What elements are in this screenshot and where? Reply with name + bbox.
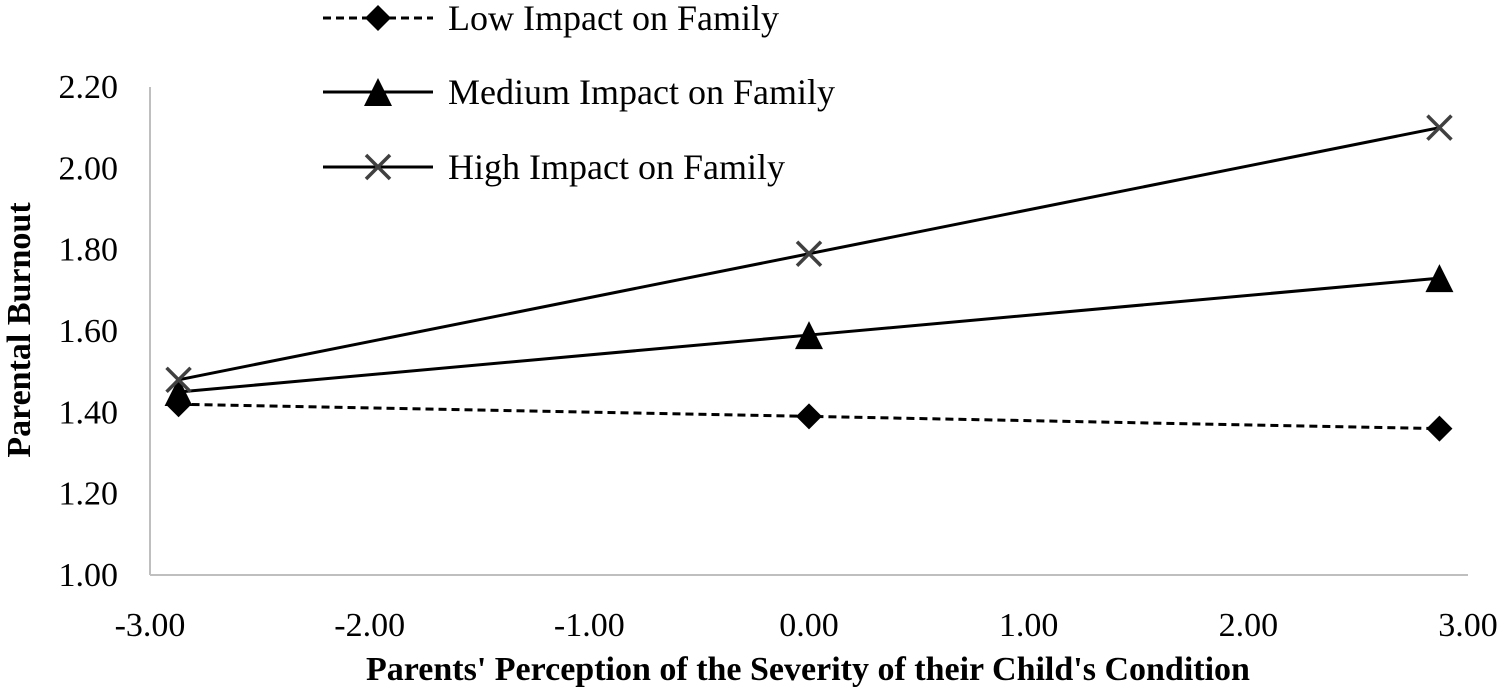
data-point [795,240,823,267]
x-tick-label: -3.00 [115,607,186,644]
data-point [1426,114,1453,141]
series-2 [164,264,1454,406]
series-layer [164,114,1454,442]
x-tick-label: 0.00 [779,607,839,644]
y-tick-label: 1.80 [59,232,119,269]
x-tick-label: 3.00 [1438,607,1498,644]
data-point [1426,415,1453,442]
x-axis-title: Parents' Perception of the Severity of t… [366,651,1250,688]
legend-label: Medium Impact on Family [448,72,835,112]
y-tick-label: 1.40 [59,394,119,431]
x-tick-label: -2.00 [334,607,405,644]
x-tick-label: -1.00 [554,607,625,644]
data-point [795,321,823,350]
data-point [164,378,193,406]
y-tick-label: 1.60 [59,313,119,350]
y-tick-label: 2.00 [59,150,119,187]
triangle-marker [364,78,392,106]
legend-item: High Impact on Family [323,147,785,187]
series-1 [165,391,1453,442]
series-3 [165,114,1453,394]
data-point [165,366,192,394]
y-axis-title: Parental Burnout [1,202,38,458]
diamond-marker [365,5,391,31]
y-tick-label: 2.20 [59,69,119,106]
x-marker [364,153,392,181]
legend-item: Medium Impact on Family [323,72,835,112]
legend-label: Low Impact on Family [448,0,779,38]
data-point [1425,264,1454,293]
y-tick-label: 1.20 [59,476,119,513]
data-point [796,403,822,430]
legend: Low Impact on Family Medium Impact on Fam… [323,0,835,187]
legend-label: High Impact on Family [448,147,785,187]
x-tick-label: 2.00 [1219,607,1279,644]
legend-item: Low Impact on Family [323,0,779,38]
y-tick-label: 1.00 [59,557,119,594]
axes: 1.00 1.20 1.40 1.60 1.80 2.00 2.20 -3.00 -2.00 -1… [59,69,1498,644]
x-tick-label: 1.00 [999,607,1059,644]
